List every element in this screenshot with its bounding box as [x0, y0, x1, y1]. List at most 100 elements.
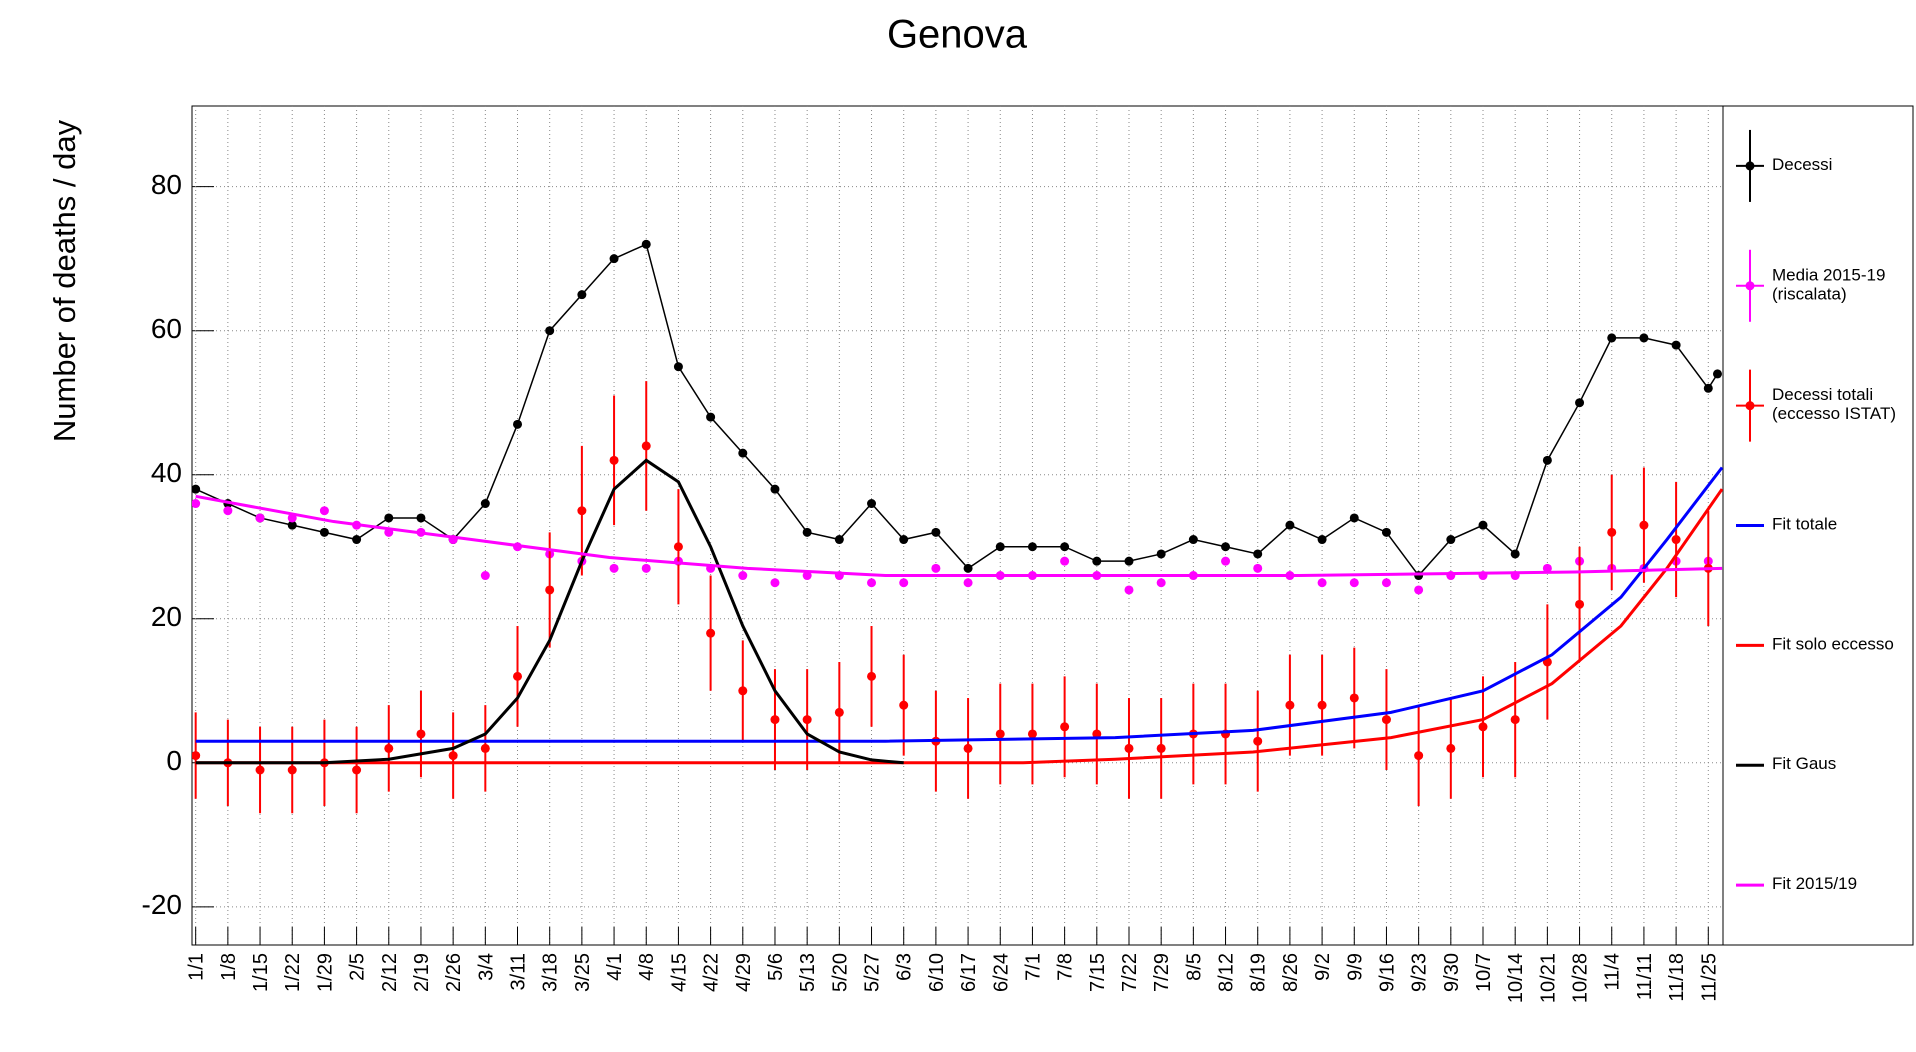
data-point — [899, 700, 909, 710]
data-point — [673, 362, 683, 372]
data-point — [1671, 535, 1681, 545]
x-tick-label: 4/15 — [668, 953, 690, 992]
x-tick-label: 4/29 — [733, 953, 755, 992]
data-point — [577, 506, 587, 516]
x-tick-label: 6/3 — [894, 953, 916, 981]
data-point — [1671, 340, 1681, 350]
data-point — [1156, 578, 1166, 588]
data-point — [963, 578, 973, 588]
x-tick-label: 2/12 — [379, 953, 401, 992]
x-tick-label: 11/11 — [1634, 953, 1656, 1000]
x-tick-label: 9/23 — [1409, 953, 1431, 992]
legend-label: Fit 2015/19 — [1772, 875, 1857, 894]
data-point — [706, 628, 716, 638]
data-point — [1414, 585, 1424, 595]
data-point — [1712, 369, 1722, 379]
x-tick-label: 2/5 — [347, 953, 369, 981]
data-point — [1317, 578, 1327, 588]
data-point — [802, 571, 812, 581]
data-point — [577, 290, 587, 300]
data-point — [1124, 743, 1134, 753]
x-tick-label: 7/22 — [1119, 953, 1141, 992]
data-point — [609, 254, 619, 264]
data-point — [1381, 578, 1391, 588]
data-point — [223, 506, 233, 516]
data-point — [1221, 556, 1231, 566]
data-point — [1253, 736, 1263, 746]
x-tick-label: 1/29 — [314, 953, 336, 992]
data-point — [319, 527, 329, 537]
data-point — [448, 751, 458, 761]
legend-label: Fit solo eccesso — [1772, 635, 1894, 654]
data-point — [1349, 513, 1359, 523]
x-tick-label: 4/1 — [604, 953, 626, 981]
data-point — [1510, 715, 1520, 725]
data-point — [416, 513, 426, 523]
data-point — [1478, 520, 1488, 530]
data-point — [963, 743, 973, 753]
data-point — [1221, 542, 1231, 552]
data-point — [963, 563, 973, 573]
y-tick-label: 80 — [151, 169, 182, 200]
x-tick-label: 3/25 — [572, 953, 594, 992]
data-point — [1414, 571, 1424, 581]
x-tick-label: 8/12 — [1216, 953, 1238, 992]
data-point — [867, 499, 877, 509]
data-point — [255, 513, 265, 523]
y-tick-label: 0 — [166, 745, 182, 776]
x-tick-label: 9/16 — [1376, 953, 1398, 992]
data-point — [545, 585, 555, 595]
data-point — [1446, 535, 1456, 545]
data-point — [1156, 743, 1166, 753]
x-tick-label: 3/11 — [508, 953, 530, 990]
data-point — [384, 743, 394, 753]
data-point — [319, 506, 329, 516]
data-point — [1542, 563, 1552, 573]
x-tick-label: 7/29 — [1151, 953, 1173, 992]
x-tick-label: 6/17 — [958, 953, 980, 992]
x-tick-label: 1/22 — [282, 953, 304, 992]
x-tick-label: 5/13 — [797, 953, 819, 992]
x-tick-label: 9/9 — [1344, 953, 1366, 981]
data-point — [1607, 333, 1617, 343]
y-tick-label: 60 — [151, 313, 182, 344]
x-tick-label: 1/8 — [218, 953, 240, 981]
data-point — [1027, 729, 1037, 739]
legend-label: Decessi — [1772, 155, 1832, 174]
data-point — [1060, 542, 1070, 552]
chart-title: Genova — [887, 13, 1028, 57]
data-point — [1349, 693, 1359, 703]
data-point — [641, 563, 651, 573]
y-axis-label: Number of deaths / day — [47, 119, 82, 442]
data-point — [834, 535, 844, 545]
data-point — [1446, 743, 1456, 753]
x-tick-label: 8/19 — [1248, 953, 1270, 992]
legend-label: Fit totale — [1772, 515, 1837, 534]
data-point — [287, 520, 297, 530]
data-point — [1092, 729, 1102, 739]
data-point — [770, 484, 780, 494]
data-point — [416, 729, 426, 739]
x-tick-label: 10/14 — [1505, 953, 1527, 1003]
data-point — [1381, 715, 1391, 725]
data-point — [192, 484, 201, 494]
data-point — [1607, 527, 1617, 537]
x-tick-label: 10/21 — [1537, 953, 1559, 1003]
data-point — [931, 563, 941, 573]
data-point — [770, 578, 780, 588]
x-tick-label: 7/15 — [1087, 953, 1109, 992]
series-line — [195, 243, 1719, 577]
data-point — [738, 448, 748, 458]
series-line — [195, 494, 1723, 578]
x-tick-label: 7/8 — [1055, 953, 1077, 981]
legend-label: Decessi totali (eccesso ISTAT) — [1772, 386, 1896, 424]
x-tick-label: 5/20 — [829, 953, 851, 992]
data-point — [480, 499, 490, 509]
data-point — [384, 513, 394, 523]
series-line — [195, 458, 904, 765]
data-point — [802, 715, 812, 725]
x-tick-label: 4/8 — [636, 953, 658, 981]
data-point — [770, 715, 780, 725]
x-tick-label: 9/2 — [1312, 953, 1334, 981]
